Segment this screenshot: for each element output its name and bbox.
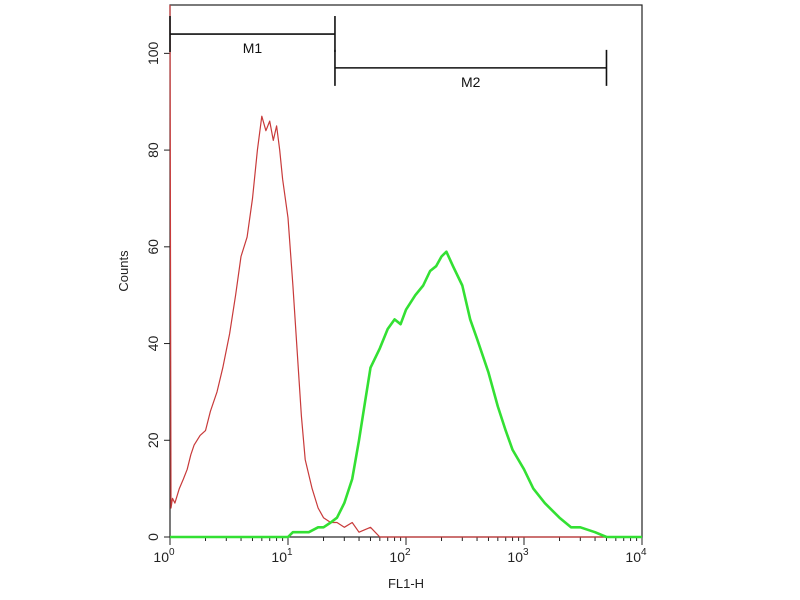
marker-label: M2 xyxy=(461,74,481,90)
plot-frame xyxy=(169,4,643,538)
y-tick-label: 100 xyxy=(145,41,161,65)
series-layer xyxy=(169,4,642,539)
marker-label: M1 xyxy=(243,40,263,56)
histogram-series-2 xyxy=(170,250,642,539)
x-tick-exponent: 0 xyxy=(169,547,175,558)
x-tick-base: 10 xyxy=(389,549,405,565)
x-tick-base: 10 xyxy=(153,549,169,565)
y-tick-label: 80 xyxy=(145,142,161,158)
x-tick-label: 104 xyxy=(625,547,647,565)
x-tick-label: 100 xyxy=(153,547,175,565)
x-tick-exponent: 4 xyxy=(641,547,647,558)
x-axis: 100 101 102 103 104 xyxy=(153,537,647,565)
x-tick-base: 10 xyxy=(271,549,287,565)
x-tick-exponent: 2 xyxy=(405,547,411,558)
x-tick-exponent: 3 xyxy=(523,547,529,558)
x-tick-exponent: 1 xyxy=(287,547,293,558)
y-tick-label: 40 xyxy=(145,336,161,352)
marker-layer: M1 M2 xyxy=(169,16,608,90)
y-tick-label: 0 xyxy=(145,533,161,541)
y-axis: 0 20 40 60 80 100 xyxy=(145,41,170,541)
x-tick-label: 103 xyxy=(507,547,529,565)
y-tick-label: 20 xyxy=(145,432,161,448)
x-tick-label: 102 xyxy=(389,547,411,565)
y-axis-title: Counts xyxy=(116,250,131,292)
x-tick-label: 101 xyxy=(271,547,293,565)
histogram-series-1 xyxy=(169,4,642,538)
y-tick-label: 60 xyxy=(145,239,161,255)
x-tick-base: 10 xyxy=(625,549,641,565)
x-tick-base: 10 xyxy=(507,549,523,565)
x-axis-title: FL1-H xyxy=(388,576,424,591)
